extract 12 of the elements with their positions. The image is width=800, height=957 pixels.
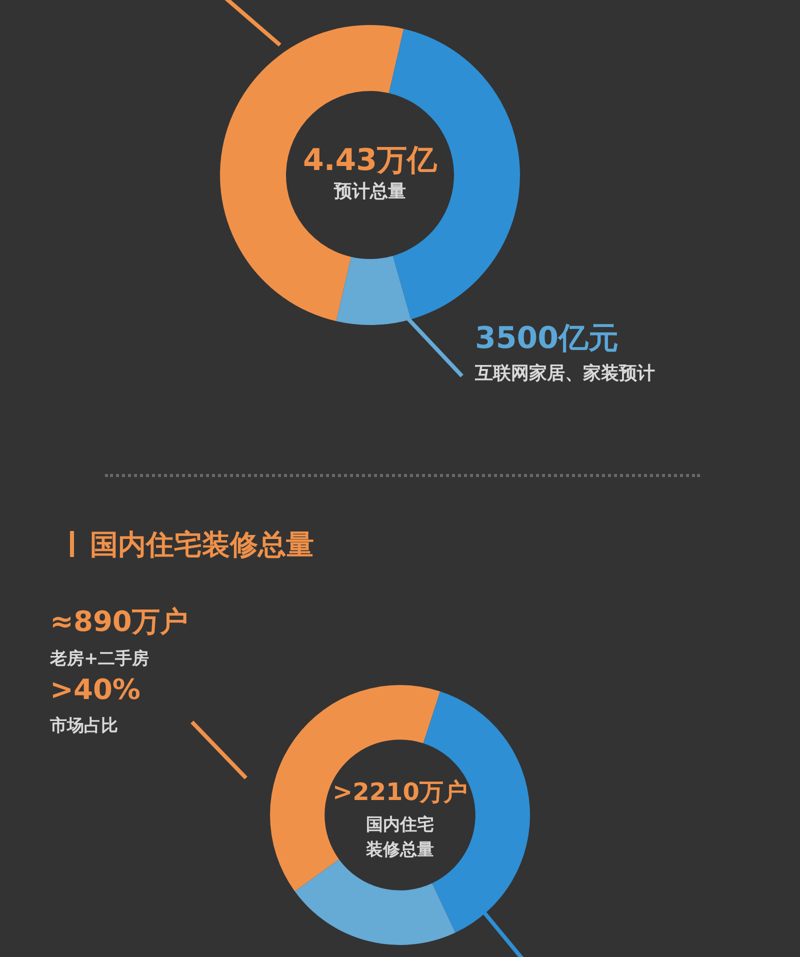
text: 国内住宅 (366, 814, 434, 836)
chart-title: 国内住宅装修总量 (90, 527, 314, 564)
text: 市场占比 (50, 714, 118, 737)
text: 预计总量 (334, 180, 406, 204)
text: 老房+二手房 (50, 648, 150, 670)
text: 装修总量 (366, 838, 434, 861)
text: >2210万户 (332, 776, 468, 808)
text: >40% (50, 673, 140, 706)
text: 互联网家居、家装预计 (475, 362, 655, 386)
text: ≈890万户 (50, 604, 188, 640)
text: 3500亿元 (475, 320, 618, 358)
text: 4.43万亿 (302, 142, 438, 180)
